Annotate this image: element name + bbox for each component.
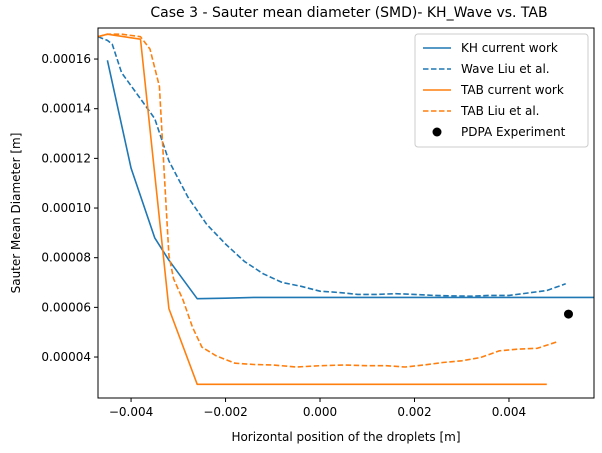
data-point-pdpa-experiment	[563, 309, 573, 319]
plot-area	[98, 33, 594, 386]
y-tick-label: 0.00004	[41, 350, 91, 364]
series-line-tab-liu-et-al	[98, 33, 557, 368]
x-tick-label: 0.004	[492, 405, 526, 419]
legend-box	[414, 33, 589, 148]
legend-swatch	[432, 127, 442, 137]
legend-label: TAB Liu et al.	[460, 104, 540, 118]
legend-label: TAB current work	[460, 83, 564, 97]
y-tick-label: 0.00008	[41, 251, 91, 265]
x-tick-label: 0.002	[397, 405, 431, 419]
x-tick-label: 0.000	[303, 405, 337, 419]
y-tick-label: 0.00016	[41, 52, 91, 66]
legend-label: KH current work	[461, 41, 558, 55]
y-tick-label: 0.00010	[41, 201, 91, 215]
y-tick-label: 0.00014	[41, 102, 91, 116]
chart-title: Case 3 - Sauter mean diameter (SMD)- KH_…	[150, 5, 547, 21]
y-tick-label: 0.00012	[41, 151, 91, 165]
series-line-tab-current-work	[98, 33, 547, 386]
y-tick-label: 0.00006	[41, 300, 91, 314]
series-line-kh-current-work	[106, 60, 594, 300]
axes-frame	[97, 27, 595, 399]
legend-label: Wave Liu et al.	[461, 62, 550, 76]
x-axis: −0.004 −0.002 0.000 0.002 0.004	[109, 398, 526, 419]
x-axis-label: Horizontal position of the droplets [m]	[231, 430, 460, 444]
y-axis: 0.00004 0.00006 0.00008 0.00010 0.00012 0.000…	[41, 52, 98, 364]
x-tick-label: −0.002	[203, 405, 247, 419]
legend: KH current work Wave Liu et al. TAB curren…	[414, 33, 589, 148]
y-axis-label: Sauter Mean Diameter [m]	[9, 133, 23, 294]
x-tick-label: −0.004	[109, 405, 153, 419]
legend-label: PDPA Experiment	[461, 125, 566, 139]
